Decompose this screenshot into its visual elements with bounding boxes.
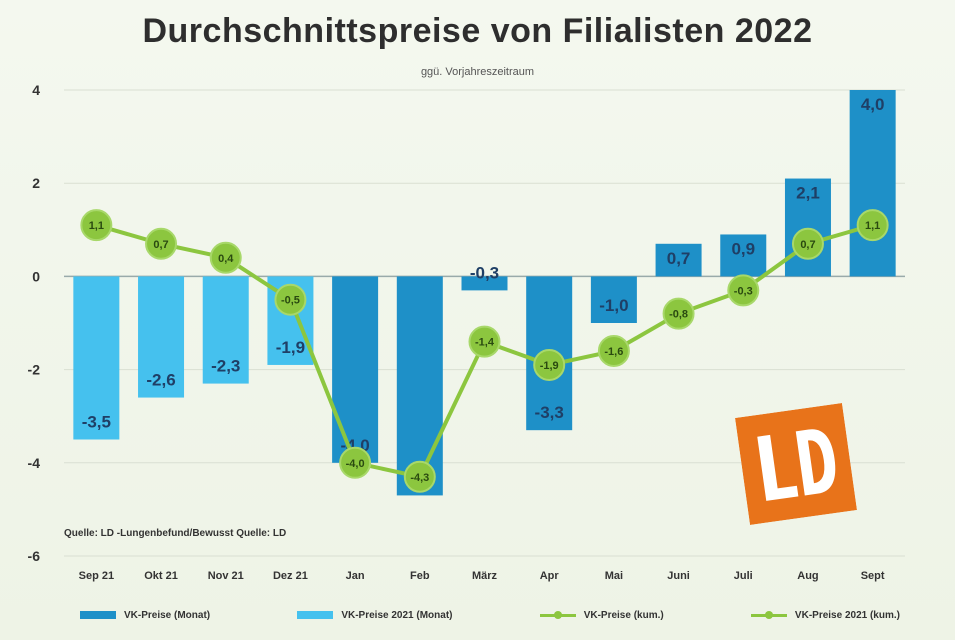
point-label: 0,4 (218, 253, 234, 265)
bar (849, 90, 896, 277)
x-tick-label: Okt 21 (144, 570, 178, 582)
x-tick-label: Mai (605, 570, 623, 582)
x-tick-label: Sept (861, 570, 885, 582)
point-label: -1,4 (475, 337, 495, 349)
line-point (533, 348, 566, 381)
legend-label-monthly: VK-Preise (Monat) (124, 609, 211, 621)
legend-item-monthly-2021: VK-Preise 2021 (Monat) (297, 610, 452, 621)
legend-swatch-monthly-2021 (297, 611, 334, 619)
bar-label: 4,0 (861, 95, 885, 114)
chart-subtitle: ggü. Vorjahreszeitraum (420, 66, 535, 78)
bar-label: -2,6 (146, 371, 175, 390)
line-point (727, 274, 760, 307)
bar-label: -1,9 (276, 338, 305, 357)
bar-label: 0,9 (731, 239, 755, 258)
y-tick-label: -2 (28, 362, 41, 378)
line-point (274, 283, 307, 316)
point-label: -0,8 (669, 309, 688, 321)
line-point (145, 227, 178, 260)
line-point (468, 325, 501, 358)
x-tick-label: Aug (797, 570, 818, 582)
bar-label: -3,5 (82, 413, 111, 432)
x-tick-label: Jan (346, 570, 365, 582)
y-tick-label: 4 (32, 82, 40, 98)
legend-item-cumulative: VK-Preise (kum.) (539, 609, 664, 621)
bar-label: -2,3 (211, 357, 240, 376)
point-label: 1,1 (865, 220, 880, 232)
y-tick-label: 0 (32, 268, 40, 284)
bar-label: -3,3 (535, 403, 564, 422)
y-tick-label: -4 (28, 455, 41, 471)
line-point (597, 334, 630, 367)
bar-label: -0,3 (470, 263, 499, 282)
point-label: -4,0 (346, 458, 365, 470)
bar (590, 276, 637, 323)
point-label: -1,6 (604, 346, 623, 358)
legend-label-monthly-2021: VK-Preise 2021 (Monat) (341, 609, 453, 621)
x-tick-label: Juni (667, 570, 690, 582)
line-point (856, 209, 889, 242)
y-tick-label: 2 (32, 175, 40, 191)
x-tick-label: Dez 21 (273, 570, 308, 582)
line-point (339, 446, 372, 479)
chart-title: Durchschnittspreise von Filialisten 2022 (142, 12, 813, 50)
bar-label: 0,7 (667, 249, 691, 268)
bar (720, 234, 767, 277)
legend-swatch-cumulative (539, 610, 576, 619)
x-tick-label: Sep 21 (79, 570, 114, 582)
bar (784, 178, 831, 277)
bar-label: 2,1 (796, 184, 820, 203)
point-label: -0,5 (281, 295, 300, 307)
bar-label: -1,0 (599, 296, 628, 315)
line-point (80, 209, 113, 242)
bar (73, 276, 120, 440)
bar (461, 276, 508, 291)
legend-swatch-monthly (80, 611, 116, 619)
legend-swatch-cumulative-2021 (750, 610, 787, 619)
point-label: -4,3 (410, 472, 429, 484)
line-point (791, 227, 824, 260)
point-label: 0,7 (153, 239, 168, 251)
line-point (403, 460, 436, 493)
point-label: 1,1 (89, 220, 104, 232)
point-label: -1,9 (540, 360, 559, 372)
line-point (209, 241, 242, 274)
bar (138, 276, 185, 398)
chart-legend: VK-Preise (Monat) VK-Preise 2021 (Monat)… (80, 604, 900, 626)
x-tick-label: Nov 21 (208, 570, 244, 582)
bar (202, 276, 249, 384)
bar (655, 243, 702, 277)
point-label: -0,3 (734, 285, 753, 297)
y-tick-label: -6 (28, 548, 41, 564)
bar (396, 276, 443, 496)
point-label: 0,7 (800, 239, 815, 251)
x-tick-label: Juli (734, 570, 753, 582)
ld-logo (735, 403, 857, 525)
legend-item-cumulative-2021: VK-Preise 2021 (kum.) (750, 609, 900, 621)
legend-item-monthly: VK-Preise (Monat) (80, 610, 210, 621)
x-tick-label: März (472, 570, 498, 582)
x-tick-label: Apr (540, 570, 560, 582)
legend-label-cumulative: VK-Preise (kum.) (583, 609, 664, 621)
line-point (662, 297, 695, 330)
x-tick-label: Feb (410, 570, 430, 582)
bar (332, 276, 379, 463)
source-note: Quelle: LD -Lungenbefund/Bewusst Quelle:… (64, 528, 287, 539)
legend-label-cumulative-2021: VK-Preise 2021 (kum.) (794, 609, 900, 621)
